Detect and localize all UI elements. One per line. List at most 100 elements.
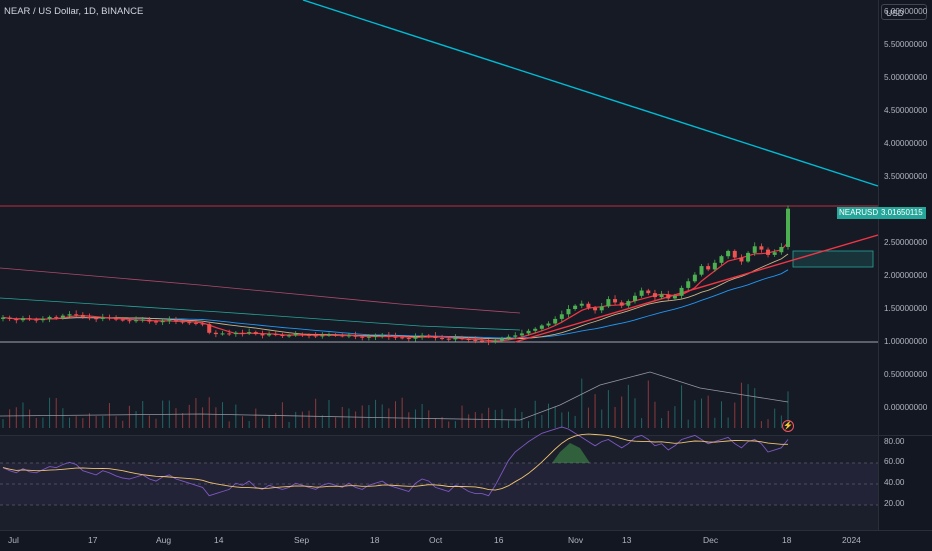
candle: [27, 318, 32, 320]
volume-bar: [95, 416, 97, 428]
last-price-label: 3.01650115: [878, 207, 926, 219]
volume-bar: [607, 390, 609, 428]
candle: [752, 246, 757, 253]
volume-bar: [102, 416, 104, 428]
candle: [593, 307, 598, 311]
candle: [74, 314, 79, 316]
volume-bar: [488, 407, 490, 428]
candle: [686, 281, 691, 288]
volume-bar: [215, 407, 217, 428]
price-tick: 6.00000000: [884, 7, 928, 16]
candle: [486, 341, 491, 343]
candle: [207, 324, 212, 333]
volume-bar: [714, 417, 716, 428]
volume-bar: [554, 406, 556, 428]
candle: [67, 314, 72, 316]
candle: [479, 340, 484, 342]
volume-bar: [82, 418, 84, 428]
volume-bar: [388, 408, 390, 428]
volume-bar: [108, 403, 110, 428]
candle: [719, 256, 724, 263]
chart-title: NEAR / US Dollar, 1D, BINANCE: [4, 6, 144, 17]
volume-bar: [614, 406, 616, 428]
volume-bar: [521, 411, 523, 428]
candle: [420, 335, 425, 337]
volume-bar: [255, 408, 257, 428]
candle: [712, 262, 717, 270]
volume-bar: [481, 413, 483, 428]
price-tick: 0.50000000: [884, 370, 928, 379]
alert-icon[interactable]: ⚡: [782, 420, 794, 432]
volume-bar: [727, 417, 729, 428]
candle: [114, 318, 119, 320]
volume-bar: [9, 409, 11, 428]
candle: [779, 246, 784, 253]
candle: [433, 336, 438, 339]
price-tick: 2.50000000: [884, 238, 928, 247]
candle: [360, 336, 365, 338]
candle: [280, 334, 285, 337]
candle: [632, 295, 637, 302]
volume-bar: [541, 415, 543, 428]
volume-bar: [69, 417, 71, 428]
candle: [406, 338, 411, 340]
volume-bar: [428, 410, 430, 428]
volume-bar: [667, 410, 669, 428]
price-tick: 3.50000000: [884, 172, 928, 181]
volume-bar: [288, 421, 290, 428]
candle: [14, 318, 19, 321]
candle: [599, 306, 604, 311]
candle: [679, 287, 684, 296]
candle: [326, 334, 331, 336]
candle: [626, 301, 631, 306]
volume-bar: [122, 420, 124, 428]
volume-bar: [202, 407, 204, 428]
price-scale[interactable]: [878, 0, 932, 530]
volume-bar: [148, 415, 150, 428]
candle: [380, 335, 385, 337]
time-tick: 14: [214, 535, 224, 545]
candle: [247, 332, 252, 334]
candle: [260, 334, 265, 336]
volume-bar: [734, 402, 736, 428]
volume-bar: [574, 415, 576, 428]
volume-bar: [301, 411, 303, 428]
time-tick: Nov: [568, 535, 584, 545]
volume-bar: [707, 395, 709, 428]
volume-bar: [295, 411, 297, 428]
volume-bar: [135, 411, 137, 428]
candle: [506, 336, 511, 339]
candle: [107, 317, 112, 319]
candle: [34, 319, 39, 321]
candle: [60, 315, 65, 318]
time-tick: Dec: [703, 535, 719, 545]
candle: [320, 335, 325, 337]
candle: [240, 332, 245, 334]
candle: [94, 318, 99, 320]
volume-bar: [421, 403, 423, 428]
volume-bar: [408, 412, 410, 428]
candle: [80, 314, 85, 317]
rsi-ma-line: [2, 433, 788, 491]
candle: [7, 317, 12, 319]
volume-bar: [514, 408, 516, 428]
volume-bar: [281, 402, 283, 428]
time-scale[interactable]: [0, 530, 932, 551]
candle: [453, 338, 458, 340]
volume-bar: [774, 408, 776, 428]
candle: [227, 333, 232, 335]
volume-bar: [587, 407, 589, 428]
candle: [1, 317, 5, 319]
candle: [619, 302, 624, 306]
volume-bar: [35, 418, 37, 428]
volume-bar: [720, 401, 722, 428]
currency-button[interactable]: USD: [881, 4, 927, 20]
price-tick: 2.00000000: [884, 271, 928, 280]
candle: [307, 334, 312, 336]
time-tick: Sep: [294, 535, 310, 545]
candle: [134, 320, 139, 322]
candle: [766, 249, 771, 255]
rsi-line: [2, 426, 789, 497]
time-tick: Oct: [429, 535, 443, 545]
